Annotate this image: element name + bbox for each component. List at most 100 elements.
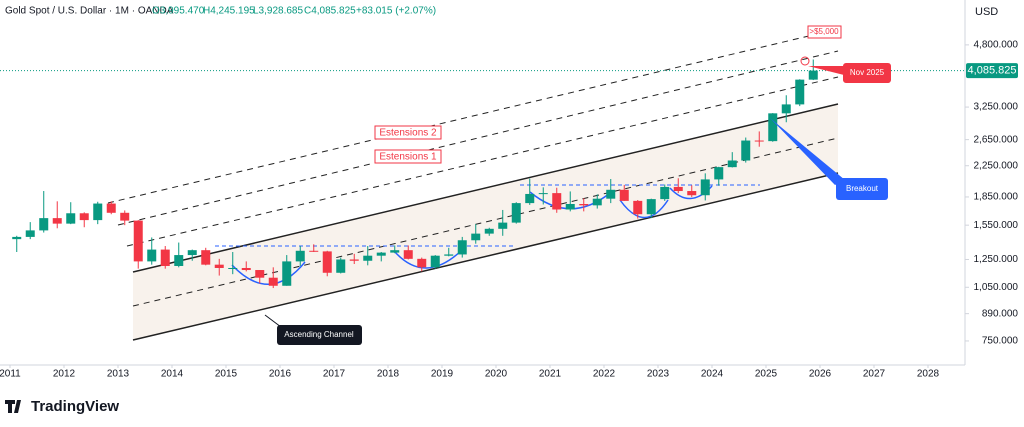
candle-body xyxy=(133,220,143,262)
header-open: O3,995.470 xyxy=(152,6,205,17)
pointer xyxy=(770,118,845,185)
extension-line xyxy=(117,50,839,226)
x-tick-label: 2022 xyxy=(593,369,616,380)
candle-body xyxy=(390,250,400,253)
x-tick-label: 2017 xyxy=(323,369,346,380)
ext1-box xyxy=(374,149,442,164)
candle-body xyxy=(295,250,305,262)
logo-mark xyxy=(5,400,21,413)
extension-line xyxy=(107,28,839,204)
y-tick-label: 1,250.000 xyxy=(974,254,1019,265)
y-tick-label: 2,650.000 xyxy=(974,134,1019,145)
candle-body xyxy=(538,193,548,195)
channel-lower xyxy=(132,172,839,341)
y-tick-label: 4,800.000 xyxy=(974,40,1019,51)
ext2-box xyxy=(374,125,442,140)
candle-body xyxy=(160,249,170,266)
x-tick-label: 2016 xyxy=(269,369,292,380)
channel-fill xyxy=(133,104,838,340)
highlight-circle xyxy=(800,56,810,66)
candle-body xyxy=(376,252,386,256)
candle-body xyxy=(592,198,602,206)
candle-body xyxy=(700,179,710,196)
candle-body xyxy=(363,255,373,261)
candle-body xyxy=(633,200,643,215)
candle-body xyxy=(336,259,346,273)
x-tick-label: 2024 xyxy=(701,369,724,380)
brand: TradingView xyxy=(31,398,119,415)
candle-body xyxy=(349,259,359,261)
date-label: Nov 2025 xyxy=(850,68,885,77)
candle-body xyxy=(39,218,49,231)
candle-body xyxy=(714,167,724,180)
candle-body xyxy=(606,189,616,199)
y-tick-label: 890.000 xyxy=(982,308,1019,319)
channel-box xyxy=(277,325,362,345)
candle-body xyxy=(282,261,292,286)
candle-body xyxy=(498,222,508,229)
x-tick-label: 2028 xyxy=(917,369,940,380)
candle-body xyxy=(619,189,629,201)
candle-body xyxy=(417,258,427,268)
target-box xyxy=(807,25,842,39)
currency: USD xyxy=(975,6,998,18)
x-tick-label: 2014 xyxy=(161,369,184,380)
candle-body xyxy=(808,70,818,80)
x-tick-label: 2020 xyxy=(485,369,508,380)
candle-body xyxy=(484,228,494,234)
candle-body xyxy=(214,264,224,268)
candle-body xyxy=(444,254,454,256)
candle-body xyxy=(241,267,251,271)
header-change: +83.015 (+2.07%) xyxy=(356,6,436,17)
candle-body xyxy=(255,270,265,278)
candle-body xyxy=(403,250,413,259)
candle-body xyxy=(687,191,697,196)
candle-body xyxy=(673,186,683,192)
candle-body xyxy=(174,255,184,266)
candle-body xyxy=(187,250,197,256)
x-tick-label: 2013 xyxy=(107,369,130,380)
last-price-box xyxy=(966,63,1018,79)
candle-body xyxy=(754,140,764,142)
ext2-label: Estensions 2 xyxy=(379,128,437,139)
candle-body xyxy=(66,213,76,224)
candle-body xyxy=(646,199,656,215)
candle-body xyxy=(106,203,116,213)
channel xyxy=(107,28,839,341)
x-tick-label: 2011 xyxy=(0,369,21,380)
candle-body xyxy=(147,249,157,262)
ext1-label: Estensions 1 xyxy=(379,152,437,163)
target-label: >$5,000 xyxy=(809,27,839,36)
candle-body xyxy=(79,213,89,221)
candle-body xyxy=(309,250,319,252)
x-tick-label: 2019 xyxy=(431,369,454,380)
date-box xyxy=(843,63,891,83)
candle-body xyxy=(93,203,103,221)
candle-body xyxy=(25,230,35,237)
breakout-label: Breakout xyxy=(846,184,879,193)
candle-body xyxy=(660,186,670,200)
header-symbol: Gold Spot / U.S. Dollar · 1M · OANDA xyxy=(5,6,174,17)
breakout-box xyxy=(836,178,888,200)
header-low: L3,928.685 xyxy=(253,6,303,17)
extension-line xyxy=(126,76,839,247)
x-tick-label: 2025 xyxy=(755,369,778,380)
y-tick-label: 1,850.000 xyxy=(974,192,1019,203)
logo: TradingView xyxy=(5,398,119,415)
channel-upper xyxy=(132,103,839,273)
x-tick-label: 2012 xyxy=(53,369,76,380)
y-tick-label: 2,250.000 xyxy=(974,160,1019,171)
candle-body xyxy=(579,203,589,206)
y-tick-label: 1,550.000 xyxy=(974,220,1019,231)
candle-body xyxy=(120,212,130,221)
candle-body xyxy=(525,193,535,204)
candle-body xyxy=(268,277,278,286)
header-close: C4,085.825 xyxy=(304,6,356,17)
candle-body xyxy=(201,250,211,265)
y-tick-label: 750.000 xyxy=(982,336,1019,347)
candle-body xyxy=(781,104,791,114)
x-tick-label: 2018 xyxy=(377,369,400,380)
candle-body xyxy=(768,113,778,142)
x-tick-label: 2015 xyxy=(215,369,238,380)
